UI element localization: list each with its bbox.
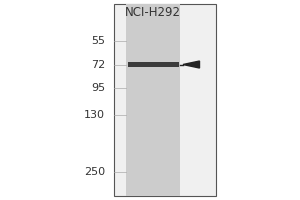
- Bar: [114, 4, 216, 196]
- Text: NCI-H292: NCI-H292: [125, 6, 181, 19]
- Text: 72: 72: [91, 60, 105, 70]
- Bar: [126, 4, 180, 196]
- Text: 130: 130: [84, 110, 105, 120]
- Text: 95: 95: [91, 83, 105, 93]
- Text: 55: 55: [91, 36, 105, 46]
- Bar: [128, 62, 178, 67]
- Polygon shape: [183, 61, 200, 68]
- Text: 250: 250: [84, 167, 105, 177]
